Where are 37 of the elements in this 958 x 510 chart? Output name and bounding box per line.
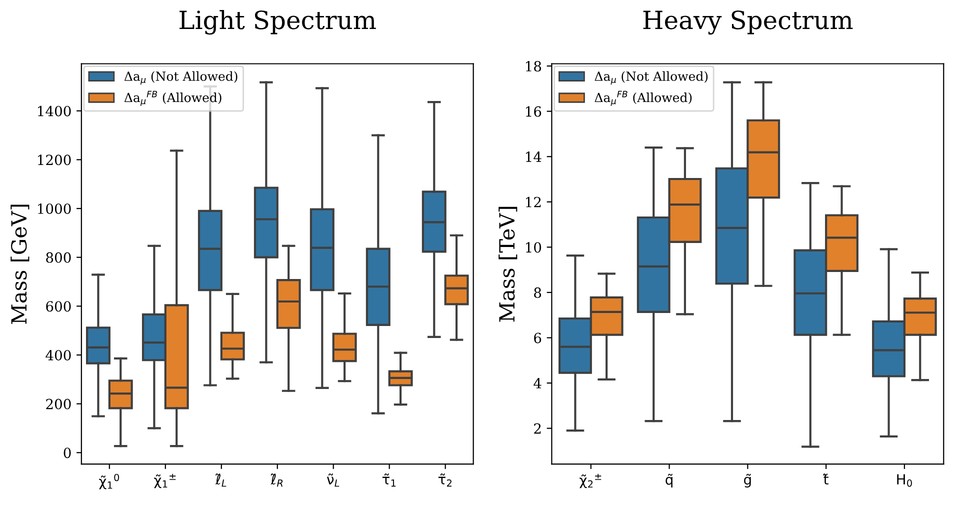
- legend-label: Δa$_{μ}$$^{FB}$ (Allowed): [594, 90, 692, 106]
- x-tick-label: ℓ̃$_{L}$: [215, 474, 226, 487]
- y-tick-label: 12: [526, 196, 541, 208]
- y-axis-title: Mass [GeV]: [10, 204, 30, 324]
- x-tick-label: τ̃$_{1}$: [382, 474, 396, 487]
- y-axis-title: Mass [TeV]: [498, 206, 518, 322]
- x-tick-label: q̃: [666, 474, 672, 488]
- y-tick-label: 0: [64, 448, 71, 458]
- x-tick-label: τ̃$_{2}$: [438, 474, 452, 487]
- y-tick-label: 1000: [38, 203, 71, 214]
- x-tick-label: χ̃$_{1}$$^{0}$: [99, 474, 120, 490]
- x-tick-label: H$_{0}$: [897, 474, 912, 487]
- y-tick-label: 10: [526, 242, 542, 253]
- y-tick-label: 8: [534, 287, 542, 298]
- x-tick-label: ν̃$_{L}$: [327, 474, 340, 487]
- y-tick-label: 4: [534, 378, 542, 388]
- x-tick-label: χ̃$_{2}$$^{±}$: [580, 474, 602, 488]
- legend-label: Δa$_{μ}$ (Not Allowed): [124, 71, 238, 85]
- y-tick-label: 1200: [38, 154, 71, 166]
- y-tick-label: 1400: [38, 106, 71, 116]
- x-tick-label: t̃: [823, 474, 828, 484]
- y-tick-label: 6: [534, 332, 542, 344]
- legend-label: Δa$_{μ}$ (Not Allowed): [594, 71, 708, 85]
- y-tick-label: 2: [534, 423, 541, 434]
- y-tick-label: 16: [526, 106, 542, 117]
- y-tick-label: 800: [46, 252, 71, 263]
- y-tick-label: 200: [46, 398, 71, 410]
- legend-label: Δa$_{μ}$$^{FB}$ (Allowed): [124, 90, 222, 106]
- x-tick-label: g̃: [744, 474, 751, 488]
- y-tick-label: 400: [46, 350, 71, 360]
- chart-title: Light Spectrum: [180, 10, 376, 35]
- y-tick-label: 600: [46, 301, 71, 312]
- y-tick-label: 14: [526, 152, 542, 162]
- chart-title: Heavy Spectrum: [643, 10, 853, 35]
- x-tick-label: χ̃$_{1}$$^{±}$: [154, 474, 176, 488]
- x-tick-label: ℓ̃$_{R}$: [270, 474, 283, 487]
- y-tick-label: 18: [526, 60, 542, 72]
